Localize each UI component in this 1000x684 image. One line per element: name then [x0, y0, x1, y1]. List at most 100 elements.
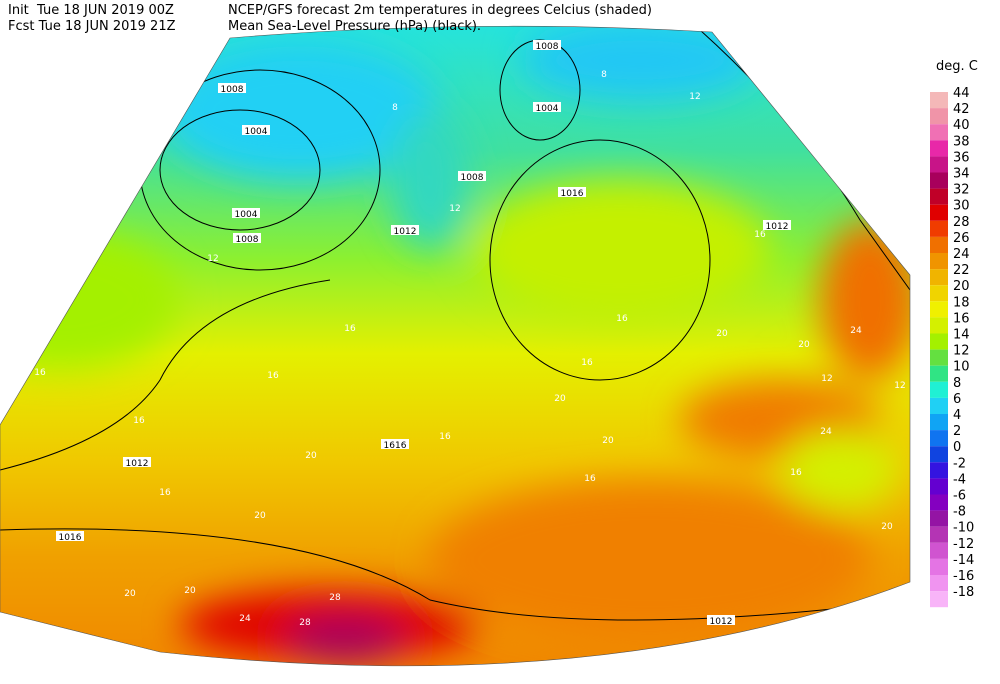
temperature-label: 20: [716, 329, 728, 339]
legend-label: 16: [953, 311, 970, 326]
temperature-label: 16: [133, 416, 145, 426]
legend-label: -18: [953, 585, 974, 600]
legend-swatch: [930, 478, 948, 495]
isobar-label-box: [242, 125, 270, 135]
temperature-label: 20: [602, 436, 614, 446]
legend-label: 10: [953, 360, 970, 375]
map-frame: [0, 25, 911, 667]
isobar-label-box: [763, 220, 791, 230]
legend-swatch: [930, 526, 948, 543]
isobar-label: 1008: [236, 235, 259, 245]
temperature-label: 12: [449, 204, 460, 214]
isobar-label-box: [558, 187, 586, 197]
legend-swatch: [930, 108, 948, 125]
legend: 4442403836343230282624222018161412108642…: [930, 86, 974, 608]
isobar-label-box: [391, 225, 419, 235]
legend-label: -14: [953, 553, 974, 568]
isobar-label-box: [233, 233, 261, 243]
temperature-label: 28: [299, 618, 311, 628]
legend-swatch: [930, 333, 948, 350]
forecast-time: Fcst Tue 18 JUN 2019 21Z: [8, 19, 176, 34]
isobar-label: 1004: [245, 127, 268, 137]
temperature-label: 20: [124, 589, 136, 599]
temperature-label: 16: [754, 230, 766, 240]
legend-swatch: [930, 397, 948, 414]
isobar-label: 1012: [394, 227, 417, 237]
legend-swatch: [930, 204, 948, 221]
legend-swatch: [930, 317, 948, 334]
temperature-label: 16: [34, 368, 46, 378]
temperature-label: 16: [267, 371, 279, 381]
isobar-label: 1008: [536, 42, 559, 52]
temperature-label: 20: [184, 586, 196, 596]
temperature-label: 12: [689, 92, 700, 102]
legend-swatch: [930, 269, 948, 286]
legend-label: 32: [953, 183, 970, 198]
isobar-label: 1616: [384, 441, 407, 451]
legend-label: 0: [953, 440, 961, 455]
temperature-label: 20: [798, 340, 810, 350]
temperature-label: 16: [584, 474, 596, 484]
legend-label: -2: [953, 456, 966, 471]
isobar-label: 1012: [710, 617, 733, 627]
legend-label: 18: [953, 295, 970, 310]
isobar-label-box: [533, 102, 561, 112]
isobar-label: 1016: [561, 189, 584, 199]
temperature-label: 28: [329, 593, 341, 603]
legend-swatch: [930, 188, 948, 205]
legend-label: 30: [953, 199, 970, 214]
legend-label: 12: [953, 344, 970, 359]
legend-swatch: [930, 510, 948, 527]
legend-unit: deg. C: [936, 59, 978, 74]
temperature-label: 12: [894, 381, 905, 391]
legend-label: 8: [953, 376, 961, 391]
legend-swatch: [930, 558, 948, 575]
isobar-label-box: [232, 208, 260, 218]
legend-label: 20: [953, 279, 970, 294]
legend-label: 6: [953, 392, 961, 407]
temperature-label: 20: [554, 394, 566, 404]
legend-swatch: [930, 124, 948, 141]
isobar-label-box: [123, 457, 151, 467]
legend-label: 26: [953, 231, 970, 246]
legend-swatch: [930, 414, 948, 431]
temperature-label: 20: [254, 511, 266, 521]
legend-swatch: [930, 285, 948, 302]
temperature-label: 16: [581, 358, 593, 368]
legend-swatch: [930, 365, 948, 382]
legend-swatch: [930, 301, 948, 318]
temperature-label: 8: [392, 103, 398, 113]
legend-label: 42: [953, 102, 970, 117]
temperature-label: 12: [207, 254, 218, 264]
legend-label: 24: [953, 247, 970, 262]
isobar-label-box: [458, 171, 486, 181]
isobar-label-box: [218, 83, 246, 93]
legend-swatch: [930, 172, 948, 189]
isobar-label: 1016: [59, 533, 82, 543]
legend-swatch: [930, 462, 948, 479]
legend-label: -16: [953, 569, 974, 584]
isobar-label: 1012: [126, 459, 149, 469]
legend-swatch: [930, 236, 948, 253]
map-labels: 1008 1004 1004 1008 1008 1004 1008 1012 1016 1012…: [34, 40, 906, 628]
legend-label: -6: [953, 489, 966, 504]
temperature-label: 24: [850, 326, 862, 336]
legend-label: 4: [953, 408, 961, 423]
temperature-label: 24: [239, 614, 251, 624]
legend-label: -10: [953, 521, 974, 536]
isobar-label: 1004: [536, 104, 559, 114]
legend-label: -12: [953, 537, 974, 552]
temperature-label: 20: [305, 451, 317, 461]
legend-swatch: [930, 140, 948, 157]
temperature-label: 24: [820, 427, 832, 437]
temperature-label: 16: [616, 314, 628, 324]
legend-label: 22: [953, 263, 970, 278]
legend-label: 2: [953, 424, 961, 439]
legend-label: 34: [953, 167, 970, 182]
legend-label: 36: [953, 150, 970, 165]
legend-label: -4: [953, 472, 966, 487]
title-line: NCEP/GFS forecast 2m temperatures in deg…: [228, 3, 652, 18]
legend-label: 38: [953, 134, 970, 149]
isobar-label-box: [707, 615, 735, 625]
